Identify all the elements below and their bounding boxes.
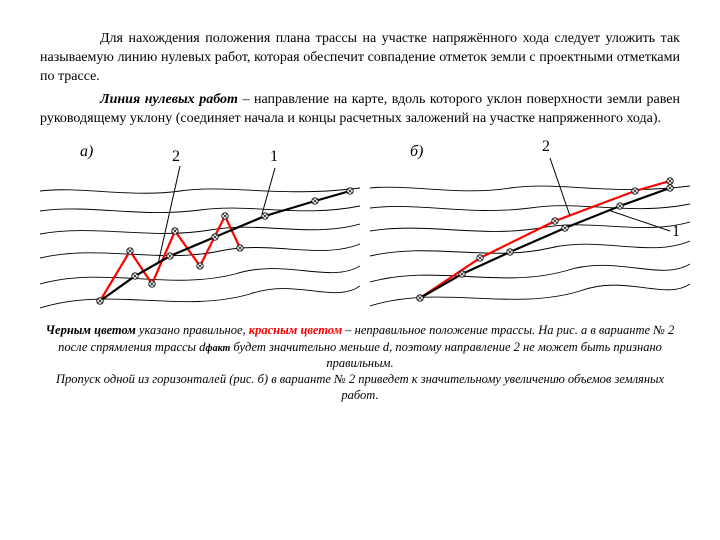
caption-t4: Пропуск одной из горизонталей (рис. б) в… <box>56 372 664 402</box>
diagram-b-svg: 1 2 б) <box>370 136 690 311</box>
paragraph-1: Для нахождения положения плана трассы на… <box>40 30 680 87</box>
caption-sub: факт <box>205 343 230 354</box>
svg-text:б): б) <box>410 143 423 160</box>
term-lead: Линия нулевых работ <box>100 92 238 107</box>
caption: Черным цветом указано правильное, красны… <box>40 322 680 403</box>
diagram-b: 1 2 б) <box>370 136 690 316</box>
diagram-a-svg: 1 2 а) <box>40 136 360 311</box>
caption-t3: будет значительно меньше d, поэтому напр… <box>230 340 662 370</box>
svg-text:2: 2 <box>172 148 180 165</box>
caption-t1: указано правильное, <box>136 323 249 337</box>
paragraph-2: Линия нулевых работ – направление на кар… <box>40 91 680 129</box>
svg-text:2: 2 <box>542 138 550 155</box>
svg-text:1: 1 <box>270 148 278 165</box>
svg-text:1: 1 <box>672 223 680 240</box>
diagram-a: 1 2 а) <box>40 136 360 316</box>
caption-black: Черным цветом <box>46 323 136 337</box>
diagrams-row: 1 2 а) 1 2 б) <box>40 136 680 316</box>
svg-text:а): а) <box>80 143 93 160</box>
caption-red: красным цветом <box>249 323 342 337</box>
